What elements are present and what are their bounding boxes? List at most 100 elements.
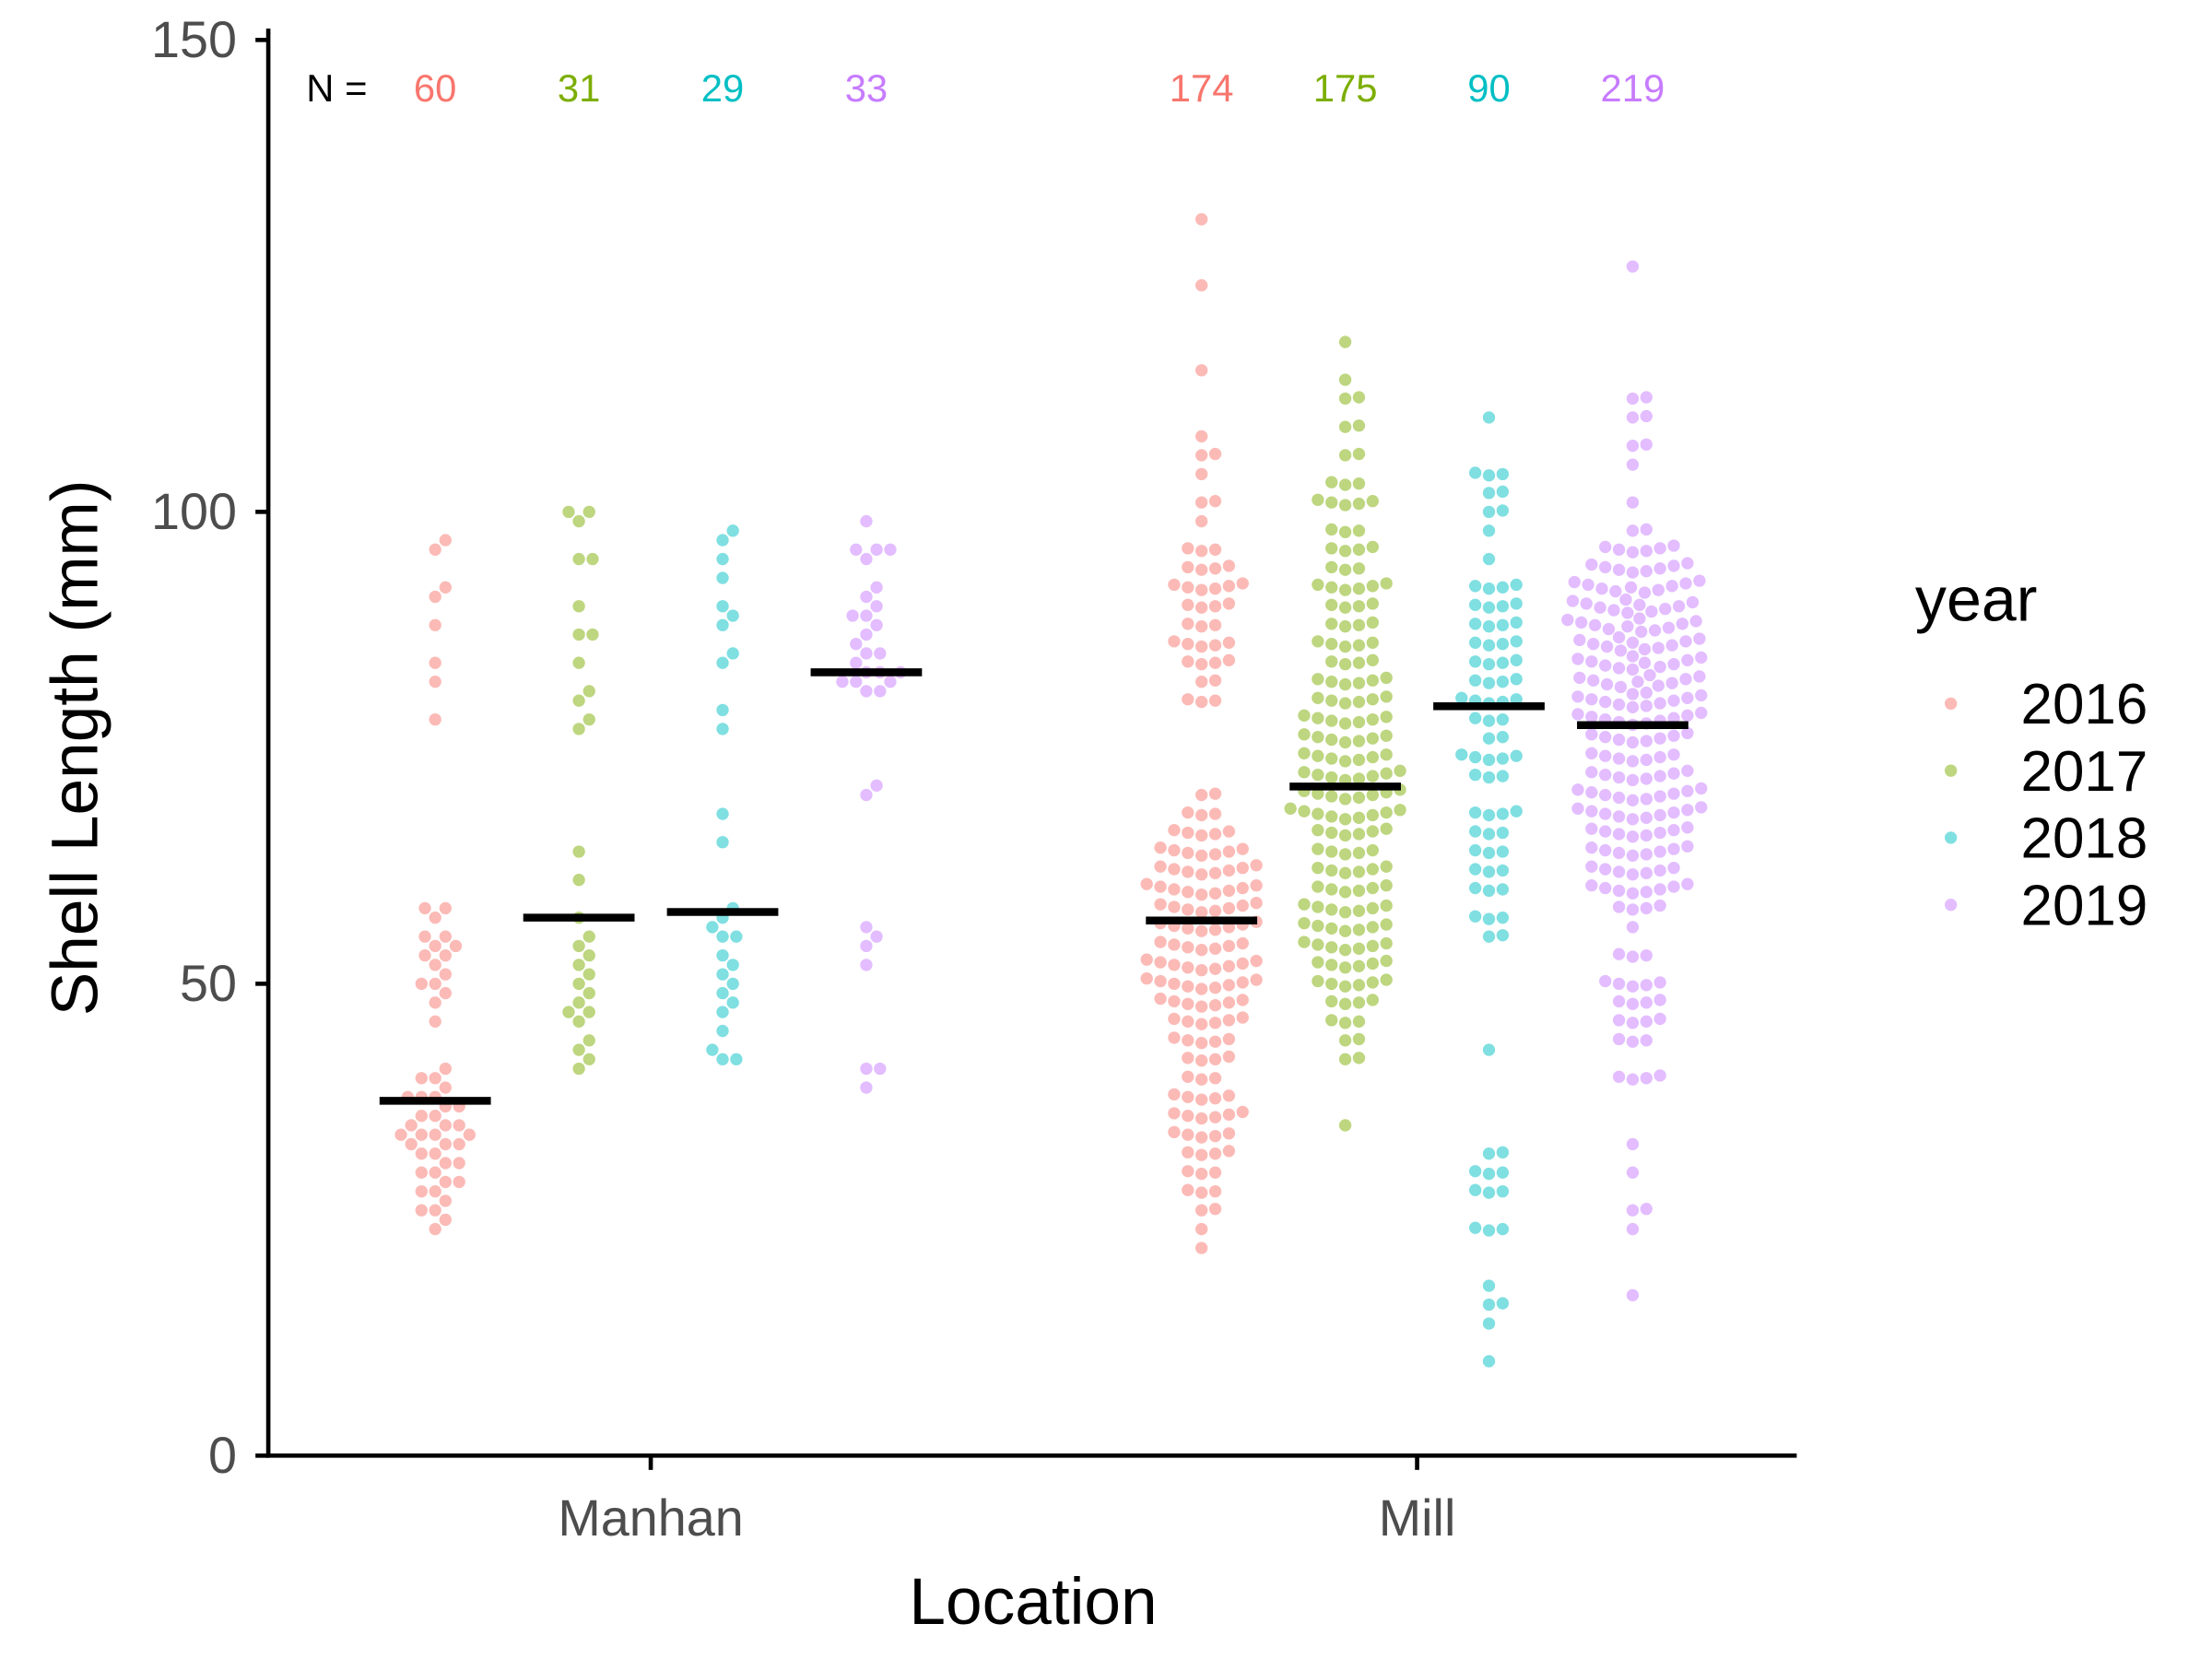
data-point (1140, 971, 1153, 985)
data-point (1236, 577, 1249, 590)
data-point (1325, 941, 1338, 954)
data-point (1653, 845, 1666, 858)
data-point (1236, 994, 1249, 1006)
data-point (1496, 504, 1510, 517)
data-point (1338, 583, 1352, 596)
data-point (1325, 476, 1338, 488)
data-point (1338, 980, 1352, 993)
data-point (1298, 935, 1311, 948)
data-point (716, 571, 729, 584)
data-point (1195, 1167, 1208, 1181)
data-point (1482, 505, 1496, 519)
data-point (1352, 846, 1366, 860)
y-tick-label: 0 (208, 1427, 237, 1484)
data-point (1496, 485, 1510, 499)
data-point (1667, 880, 1680, 893)
data-point (716, 986, 729, 1000)
data-point (1352, 1015, 1366, 1028)
data-point (1352, 497, 1366, 511)
data-point (1612, 662, 1626, 675)
data-point (1338, 1053, 1352, 1065)
data-point (1681, 821, 1694, 834)
data-point (1168, 883, 1181, 896)
data-point (1380, 822, 1393, 835)
data-point (1195, 1000, 1208, 1013)
data-point (1140, 877, 1153, 890)
data-point (1222, 901, 1236, 915)
data-point (1352, 772, 1366, 785)
data-point (1366, 732, 1379, 745)
data-point (1312, 673, 1324, 686)
data-point (1626, 849, 1640, 862)
data-point (1380, 767, 1393, 780)
data-point (1482, 411, 1496, 424)
data-point (1195, 467, 1208, 481)
data-point (572, 959, 585, 971)
data-point (1626, 773, 1640, 787)
data-point (1168, 823, 1181, 837)
data-point (1236, 957, 1249, 971)
data-point (1599, 863, 1612, 876)
data-point (1338, 478, 1352, 491)
data-point (453, 1175, 465, 1189)
data-point (860, 1062, 873, 1076)
data-point (1195, 563, 1208, 576)
data-point (1496, 467, 1510, 481)
data-point (415, 1128, 428, 1141)
data-point (1182, 542, 1194, 555)
data-point (1640, 996, 1653, 1009)
data-point (1672, 600, 1686, 613)
data-point (1686, 595, 1700, 609)
data-point (1325, 581, 1338, 594)
data-point (716, 948, 729, 962)
data-point (1366, 693, 1379, 706)
data-point (1626, 1137, 1640, 1151)
data-point (429, 1204, 441, 1217)
data-point (1599, 825, 1612, 838)
data-point (1652, 679, 1665, 692)
data-point (1325, 977, 1338, 991)
data-point (1635, 625, 1648, 639)
data-points (394, 213, 1708, 1368)
data-point (1640, 901, 1653, 915)
data-point (1182, 618, 1194, 630)
data-point (1626, 458, 1640, 471)
data-point (1208, 1111, 1222, 1124)
data-point (1640, 1015, 1653, 1028)
data-point (1338, 886, 1352, 899)
data-point (1352, 391, 1366, 404)
data-point (562, 505, 575, 519)
data-point (1626, 794, 1640, 806)
data-point (1338, 449, 1352, 462)
data-point (1612, 791, 1626, 805)
data-point (1594, 601, 1606, 614)
data-point (1575, 616, 1588, 629)
data-point (1665, 639, 1678, 652)
data-point (1612, 947, 1626, 960)
legend-key-2019 (1944, 899, 1958, 912)
data-point (1338, 848, 1352, 861)
data-point (1338, 373, 1352, 386)
data-point (429, 1222, 441, 1236)
data-point (716, 703, 729, 717)
data-point (1585, 558, 1598, 571)
data-point (1599, 731, 1612, 744)
data-point (1380, 954, 1393, 968)
data-point (716, 836, 729, 849)
data-point (1195, 788, 1208, 802)
data-point (1380, 878, 1393, 892)
data-point (1602, 622, 1616, 636)
data-point (860, 1081, 873, 1094)
data-point (1325, 733, 1338, 747)
data-point (1626, 411, 1640, 424)
data-point (1352, 924, 1366, 936)
data-point (1208, 924, 1222, 936)
data-point (1154, 956, 1167, 969)
data-point (1195, 982, 1208, 995)
data-point (1222, 979, 1236, 992)
data-point (1640, 1072, 1653, 1085)
data-point (1510, 635, 1523, 648)
median-lines (379, 668, 1688, 1105)
data-point (850, 656, 863, 669)
data-point (1612, 1014, 1626, 1027)
